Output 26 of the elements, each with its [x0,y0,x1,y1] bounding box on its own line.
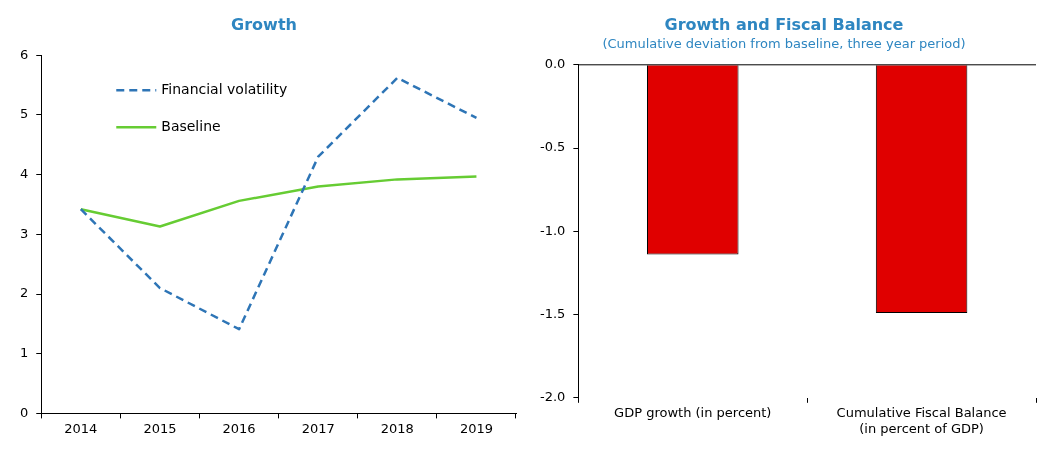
legend-label: Financial volatility [161,80,288,97]
x-tick-label: 2017 [301,420,335,436]
y-tick-label: 0 [19,404,29,420]
y-tick-label: 6 [19,46,29,62]
x-tick-label: 2015 [143,420,177,436]
chart-title: Growth and Fiscal Balance [664,14,904,34]
y-tick-label: 3 [19,225,29,241]
y-tick-label: 5 [19,106,29,122]
x-tick-label: 2016 [222,420,256,436]
x-tick-label: Cumulative Fiscal Balance (in percent of GDP) [836,404,1007,436]
x-tick-label: GDP growth (in percent) [614,404,772,420]
x-tick-label: 2014 [64,420,98,436]
y-tick-label: 1 [19,345,29,361]
chart-title: Growth [231,14,297,34]
y-tick-label: -1.0 [539,222,566,238]
y-tick-label: -2.0 [539,389,566,405]
line-series [79,76,478,331]
legend-label: Baseline [161,117,221,134]
y-tick-label: -1.5 [539,305,566,321]
x-tick-label: 2019 [459,420,493,436]
x-tick-label: 2018 [380,420,414,436]
y-tick-label: 4 [19,165,29,181]
y-tick-label: 0.0 [544,56,566,72]
chart-subtitle: (Cumulative deviation from baseline, three year period) [602,36,966,52]
y-tick-label: 2 [19,285,29,301]
y-tick-label: -0.5 [539,139,566,155]
